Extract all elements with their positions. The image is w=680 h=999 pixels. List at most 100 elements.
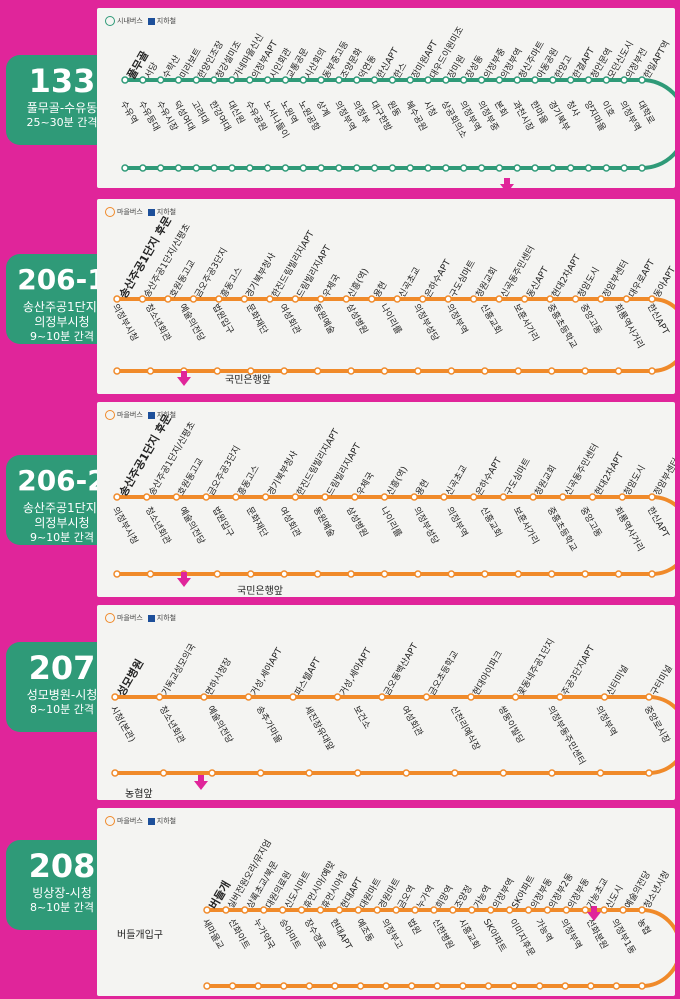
stop-dot xyxy=(618,493,627,501)
stop-dot xyxy=(222,906,230,914)
stop-dot xyxy=(111,769,119,777)
stop-dot xyxy=(619,906,627,914)
subway-icon xyxy=(147,17,155,25)
stop-dot xyxy=(210,76,218,84)
stop-dot xyxy=(172,493,181,501)
route-line xyxy=(121,76,675,172)
stop-dot xyxy=(156,76,165,84)
map-legend: 마을버스 지하철 xyxy=(105,207,176,217)
stop-dot xyxy=(600,906,608,914)
stop-dot xyxy=(547,367,556,375)
stop-dot xyxy=(200,693,208,701)
route-number: 206-1 xyxy=(17,263,107,296)
stop-dot xyxy=(614,570,623,578)
stop-dot xyxy=(418,295,427,303)
stop-dot xyxy=(562,906,571,914)
stop-dot xyxy=(263,76,272,84)
stop-dot xyxy=(321,493,329,501)
stop-dot xyxy=(317,76,325,84)
stop-dot xyxy=(468,906,476,914)
legend-bus: 마을버스 xyxy=(105,410,143,420)
legend-subway: 지하철 xyxy=(147,16,176,26)
route-panel-206-1: 206-1 송산주공1단지- 의정부시청 9~10분 간격 마을버스 지하철 국… xyxy=(0,196,680,396)
stop-dot xyxy=(215,295,223,303)
stop-dot xyxy=(313,570,322,578)
stop-dot xyxy=(208,769,216,777)
subway-icon xyxy=(147,614,155,622)
current-location-marker xyxy=(177,572,191,587)
stop-dot xyxy=(380,570,389,578)
stop-dot xyxy=(406,164,414,172)
stop-dot xyxy=(139,76,147,84)
stop-dot xyxy=(620,164,628,172)
stop-dot xyxy=(495,164,504,172)
stop-dot xyxy=(316,906,325,914)
stop-dot xyxy=(317,295,325,303)
stop-dot xyxy=(481,570,489,578)
stop-dot xyxy=(596,769,605,777)
stop-dot xyxy=(447,367,456,375)
stop-dot xyxy=(620,76,628,84)
route-endpoints: 풀무골-수유동 xyxy=(26,101,98,115)
stop-dot xyxy=(388,76,397,84)
stop-dot xyxy=(587,982,595,990)
stop-dot xyxy=(370,76,379,84)
stop-dot xyxy=(155,693,164,701)
stop-dot xyxy=(388,164,397,172)
stop-dot xyxy=(280,367,288,375)
stop-dot xyxy=(411,906,419,914)
stop-dot xyxy=(529,493,537,501)
stop-dot xyxy=(531,164,539,172)
stop-dot xyxy=(210,164,218,172)
stop-dot xyxy=(407,982,416,990)
stop-dot xyxy=(299,164,308,172)
route-interval: 8~10분 간격 xyxy=(29,703,95,716)
stop-dot xyxy=(602,164,611,172)
stop-dot xyxy=(353,769,362,777)
stop-dot xyxy=(566,164,575,172)
route-map: 마을버스 지하철 버들개입구 버들개 실버전원오라/뮤지엄 상록초교/북문 대원의료원… xyxy=(97,808,675,996)
stop-dot xyxy=(305,769,313,777)
stop-dot xyxy=(246,76,254,84)
stop-dot xyxy=(511,693,520,701)
stop-dot xyxy=(584,164,593,172)
route-panel-133: 133 풀무골-수유동 25~30분 간격 시내버스 지하철 풀무골 서당 수락산 미… xyxy=(0,0,680,193)
legend-bus: 마을버스 xyxy=(105,207,143,217)
route-number: 206-2 xyxy=(17,464,107,497)
stop-dot xyxy=(414,570,422,578)
stop-dot xyxy=(597,295,605,303)
stop-dot xyxy=(520,295,529,303)
stop-dot xyxy=(477,76,486,84)
route-panel-207: 207 성모병원-시청 8~10분 간격 마을버스 지하철 농협앞 성모병원 기독… xyxy=(0,602,680,802)
stop-dot xyxy=(513,164,521,172)
route-panel-206-2: 206-2 송산주공1단지- 의정부시청 9~10분 간격 마을버스 지하철 국… xyxy=(0,399,680,599)
stop-dot xyxy=(159,769,168,777)
stop-dot xyxy=(138,295,147,303)
stop-dot xyxy=(241,906,249,914)
stop-dot xyxy=(481,367,489,375)
stop-dot xyxy=(113,367,121,375)
stop-dot xyxy=(499,493,508,501)
stop-dot xyxy=(612,982,621,990)
route-interval: 9~10분 간격 xyxy=(29,330,95,343)
stop-dot xyxy=(556,693,564,701)
stop-dot xyxy=(484,982,493,990)
stop-dot xyxy=(433,982,442,990)
stop-dot xyxy=(459,164,468,172)
stop-dot xyxy=(531,76,539,84)
stop-dot xyxy=(645,769,653,777)
stop-dot xyxy=(477,164,486,172)
stop-dot xyxy=(505,906,514,914)
legend-subway: 지하철 xyxy=(147,207,176,217)
current-location-marker xyxy=(500,178,514,188)
route-endpoints: 빙상장-시청 xyxy=(32,886,92,900)
stop-dot xyxy=(368,295,376,303)
stop-dot xyxy=(430,906,438,914)
route-path xyxy=(125,78,675,170)
stop-dot xyxy=(228,164,236,172)
map-legend: 마을버스 지하철 xyxy=(105,816,176,826)
stop-dot xyxy=(513,76,521,84)
stop-dot xyxy=(440,493,448,501)
stop-dot xyxy=(351,493,359,501)
stop-dot xyxy=(566,76,575,84)
